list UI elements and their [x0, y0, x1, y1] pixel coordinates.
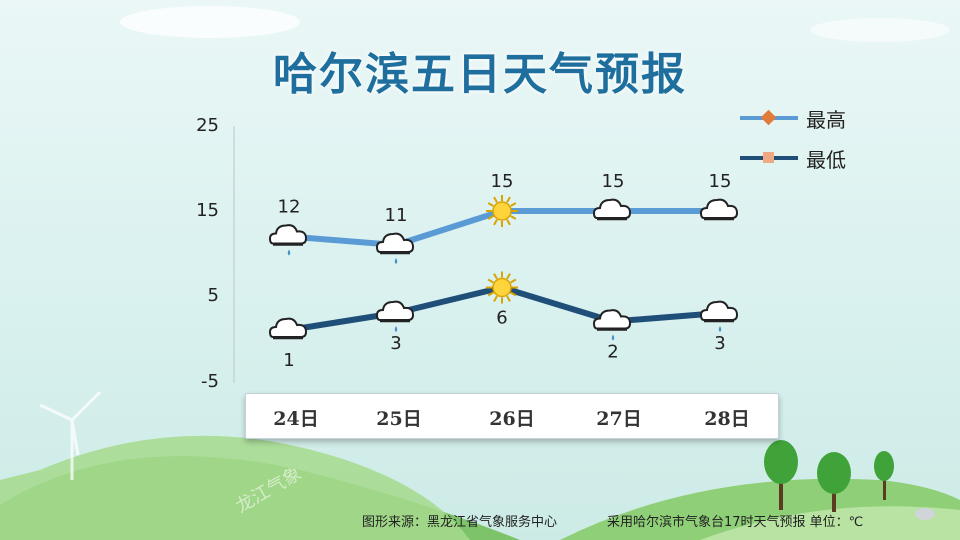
legend-low-line — [740, 152, 798, 163]
raindrop — [611, 334, 615, 341]
footer-source: 图形来源：黑龙江省气象服务中心 — [362, 515, 558, 530]
legend-high-label: 最高 — [806, 107, 846, 132]
sun-disc — [492, 277, 512, 298]
cloud-shape — [268, 224, 308, 245]
data-label: 3 — [714, 333, 725, 354]
y-tick-label: 15 — [196, 200, 219, 221]
sun-icon — [486, 195, 518, 227]
rain-icon — [268, 224, 308, 256]
x-tick-label: 24日 — [273, 408, 319, 430]
sun-disc — [492, 201, 512, 221]
sun-ray — [506, 295, 511, 302]
x-tick-label: 25日 — [376, 408, 422, 430]
data-label: 11 — [385, 205, 408, 226]
sun-icon — [486, 271, 518, 304]
sun-ray — [506, 219, 511, 226]
sun-ray — [487, 291, 494, 297]
raindrop — [394, 258, 398, 264]
data-label: 1 — [283, 350, 294, 371]
x-tick-label: 28日 — [704, 408, 750, 430]
data-label: 15 — [602, 171, 625, 192]
legend-item-low: 最低 — [740, 138, 846, 178]
sun-ray — [493, 196, 498, 203]
square-marker-icon — [763, 152, 774, 163]
raindrop — [287, 249, 291, 256]
rain-icon — [592, 309, 632, 341]
y-tick-label: 25 — [196, 115, 219, 136]
cloud-shape — [699, 300, 739, 321]
y-tick-label: -5 — [201, 371, 219, 392]
data-label: 3 — [390, 333, 401, 354]
x-tick-label: 26日 — [489, 408, 535, 430]
sun-ray — [506, 196, 511, 203]
sun-ray — [487, 278, 494, 284]
sun-ray — [493, 295, 498, 302]
sun-ray — [510, 278, 517, 284]
cloud-icon — [699, 198, 739, 221]
sun-ray — [487, 215, 494, 220]
cloud-shape — [699, 198, 739, 219]
data-label: 2 — [607, 342, 618, 363]
data-label: 6 — [496, 308, 507, 329]
data-label: 15 — [709, 171, 732, 192]
cloud-shape — [592, 309, 632, 330]
x-tick-label: 27日 — [596, 408, 642, 430]
raindrop — [394, 326, 398, 332]
sun-ray — [493, 273, 498, 280]
sun-ray — [493, 219, 498, 226]
rain-icon — [699, 300, 739, 332]
chart-legend: 最高 最低 — [740, 98, 846, 178]
sun-ray — [487, 202, 494, 207]
cloud-icon — [592, 198, 632, 221]
cloud-icon — [268, 317, 308, 340]
page-title: 哈尔滨五日天气预报 — [273, 49, 687, 100]
raindrop — [718, 326, 722, 332]
sun-ray — [510, 215, 517, 220]
legend-high-line — [740, 109, 798, 126]
sun-ray — [506, 273, 511, 280]
sun-ray — [510, 202, 517, 207]
rain-icon — [375, 232, 415, 264]
cloud-shape — [375, 300, 415, 321]
y-tick-label: 5 — [207, 285, 219, 306]
x-axis-label-box: 24日 25日 26日 27日 28日 — [245, 393, 779, 439]
data-label: 15 — [491, 171, 514, 192]
footer-note: 采用哈尔滨市气象台17时天气预报 单位：℃ — [607, 515, 864, 530]
legend-item-high: 最高 — [740, 98, 846, 138]
legend-low-label: 最低 — [806, 147, 846, 172]
cloud-shape — [268, 317, 308, 338]
cloud-shape — [375, 232, 415, 253]
data-label: 12 — [278, 197, 301, 218]
rain-icon — [375, 300, 415, 332]
sun-ray — [510, 291, 517, 297]
cloud-shape — [592, 198, 632, 219]
